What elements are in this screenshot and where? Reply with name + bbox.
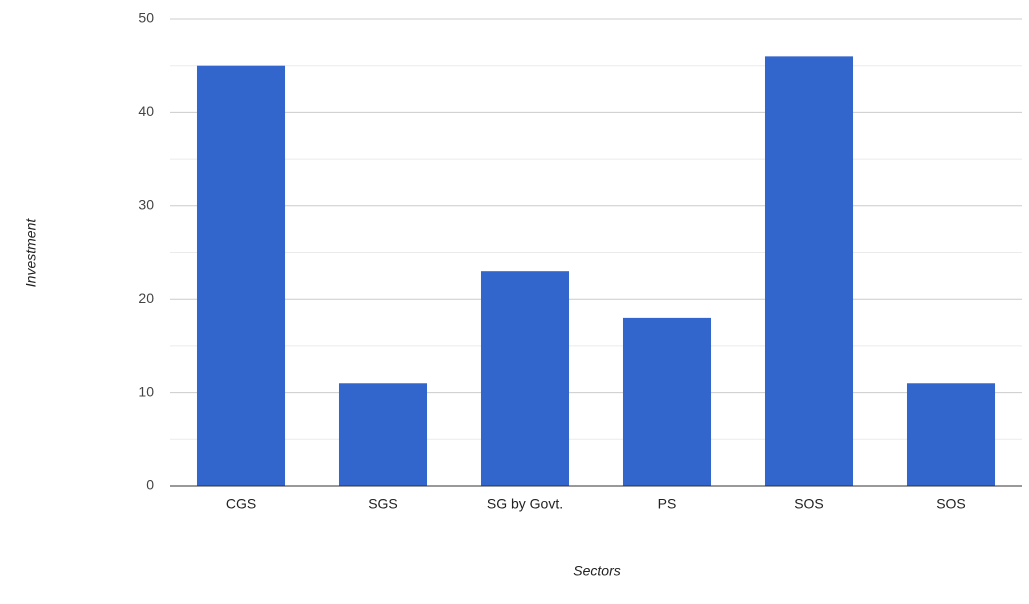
y-axis-title: Investment [23, 218, 39, 288]
x-tick-label: SG by Govt. [487, 496, 563, 512]
y-tick-label: 10 [138, 383, 154, 399]
x-tick-label: PS [658, 496, 677, 512]
x-tick-label: SGS [368, 496, 398, 512]
y-tick-label: 50 [138, 10, 154, 26]
bar [196, 65, 286, 486]
bar [764, 56, 854, 487]
x-tick-label: SOS [794, 496, 824, 512]
y-tick-label: 20 [138, 290, 154, 306]
x-tick-label: CGS [226, 496, 256, 512]
y-tick-label: 30 [138, 197, 154, 213]
bar [622, 317, 712, 486]
bar [338, 383, 428, 486]
y-tick-label: 40 [138, 103, 154, 119]
x-tick-label: SOS [936, 496, 966, 512]
y-tick-label: 0 [146, 477, 154, 493]
bar [480, 271, 570, 486]
x-axis-title: Sectors [573, 563, 620, 579]
bar [906, 383, 996, 486]
